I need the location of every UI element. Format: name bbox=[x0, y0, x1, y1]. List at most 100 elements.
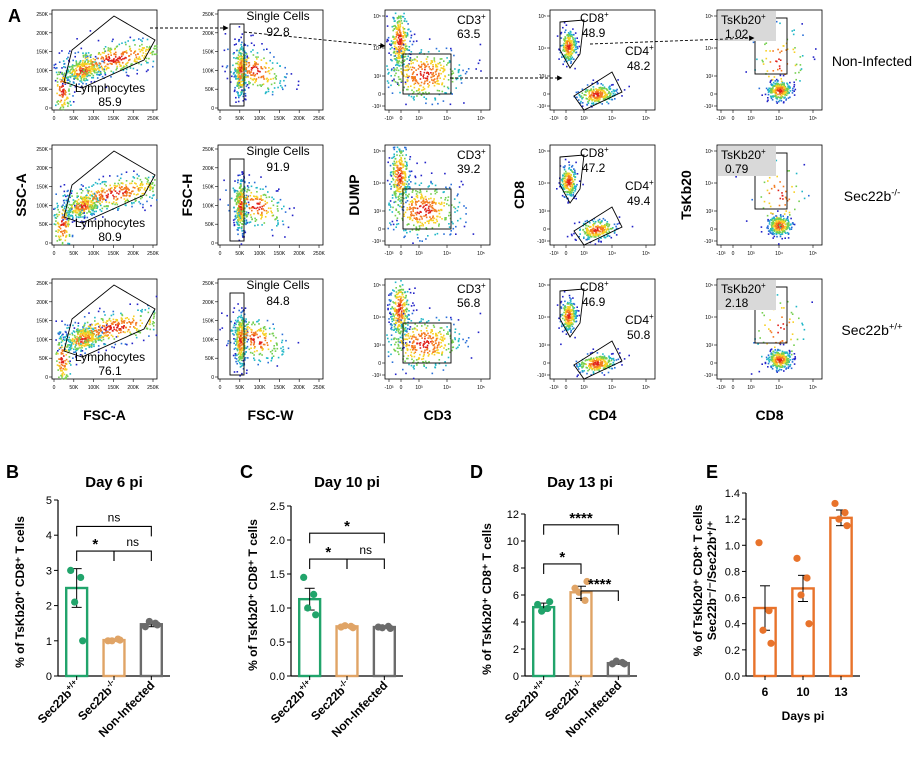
flow-dot bbox=[83, 217, 86, 220]
flow-dot bbox=[84, 198, 86, 200]
flow-dot bbox=[86, 69, 88, 71]
flow-dot bbox=[562, 26, 564, 29]
flow-dot bbox=[407, 86, 410, 88]
flow-dot bbox=[248, 189, 251, 192]
flow-dot bbox=[408, 75, 410, 78]
flow-dot bbox=[581, 105, 584, 107]
flow-dot bbox=[460, 180, 463, 183]
cd8-value: 48.9 bbox=[582, 26, 606, 40]
flow-dot bbox=[403, 213, 405, 215]
flow-dot bbox=[123, 194, 126, 197]
flow-dot bbox=[588, 99, 591, 102]
flow-dot bbox=[408, 208, 411, 211]
flow-dot bbox=[567, 50, 570, 53]
flow-dot bbox=[63, 207, 66, 210]
flow-dot bbox=[572, 28, 574, 30]
flow-dot bbox=[761, 59, 764, 62]
flow-dot bbox=[390, 69, 393, 72]
flow-dot bbox=[408, 223, 410, 225]
flow-dot bbox=[72, 59, 74, 62]
flow-dot bbox=[448, 223, 450, 225]
flow-dot bbox=[288, 207, 291, 210]
flow-dot bbox=[390, 223, 392, 226]
row-label-0: Non-Infected bbox=[832, 53, 912, 69]
flow-dot bbox=[101, 207, 104, 210]
flow-dot bbox=[407, 187, 410, 190]
flow-dot bbox=[235, 43, 237, 45]
flow-dot bbox=[285, 76, 287, 79]
flow-dot bbox=[768, 75, 770, 78]
flow-dot bbox=[68, 79, 70, 81]
flow-dot bbox=[79, 63, 82, 66]
cd8-gate bbox=[559, 19, 585, 69]
flow-dot bbox=[573, 33, 575, 36]
flow-dot bbox=[777, 84, 780, 86]
flow-dot bbox=[565, 170, 567, 173]
flow-dot bbox=[397, 76, 400, 78]
flow-dot bbox=[566, 184, 569, 187]
flow-dot bbox=[256, 210, 259, 212]
flow-dot bbox=[83, 69, 86, 72]
flow-dot bbox=[571, 234, 573, 237]
flow-dot bbox=[75, 214, 77, 216]
flow-dot bbox=[237, 71, 239, 73]
flow-dot bbox=[232, 64, 234, 67]
flow-dot bbox=[238, 76, 240, 78]
flow-dot bbox=[103, 48, 105, 50]
flow-dot bbox=[114, 56, 117, 58]
flow-dot bbox=[781, 92, 783, 94]
flow-dot bbox=[403, 187, 405, 189]
flow-dot bbox=[426, 209, 428, 212]
flow-dot bbox=[95, 191, 98, 193]
x-tick-label: 10³ bbox=[580, 251, 588, 257]
flow-dot bbox=[392, 177, 394, 180]
flow-dot bbox=[406, 64, 409, 67]
flow-dot bbox=[399, 21, 401, 23]
y-tick-label: 10⁵ bbox=[373, 149, 381, 155]
flow-dot bbox=[64, 89, 66, 92]
flow-dot bbox=[126, 74, 128, 77]
flow-dot bbox=[143, 188, 146, 191]
flow-dot bbox=[82, 199, 84, 201]
flow-dot bbox=[416, 233, 419, 236]
flow-dot bbox=[234, 215, 237, 218]
flow-dot bbox=[243, 180, 246, 183]
flow-dot bbox=[454, 211, 456, 213]
x-tick-label: 10⁵ bbox=[809, 116, 817, 122]
flow-dot bbox=[569, 33, 571, 35]
flow-dot bbox=[64, 103, 66, 106]
flow-dot bbox=[238, 72, 240, 74]
flow-dot bbox=[248, 203, 250, 206]
flow-dot bbox=[397, 41, 399, 43]
flow-dot bbox=[425, 216, 428, 219]
flow-dot bbox=[773, 95, 776, 98]
flow-dot bbox=[235, 49, 238, 52]
single-cells-gate bbox=[229, 23, 245, 107]
flow-dot bbox=[444, 75, 446, 77]
flow-dot bbox=[249, 207, 251, 210]
flow-dot bbox=[393, 69, 395, 72]
flow-dot bbox=[151, 51, 153, 54]
flow-dot bbox=[244, 92, 247, 95]
flow-dot bbox=[69, 69, 72, 71]
flow-dot bbox=[770, 83, 772, 85]
flow-dot bbox=[63, 101, 66, 104]
flow-dot bbox=[79, 80, 81, 82]
flow-dot bbox=[446, 64, 448, 66]
flow-dot bbox=[566, 42, 568, 44]
flow-dot bbox=[141, 196, 143, 199]
flow-dot bbox=[113, 197, 115, 200]
flow-dot bbox=[241, 223, 243, 225]
flow-dot bbox=[235, 101, 237, 103]
flow-dot bbox=[57, 208, 59, 211]
flow-dot bbox=[261, 205, 263, 208]
flow-dot bbox=[233, 221, 235, 224]
flow-dot bbox=[238, 50, 240, 52]
flow-dot bbox=[399, 178, 402, 180]
flow-dot bbox=[58, 236, 61, 239]
flow-dot bbox=[265, 91, 267, 94]
flow-dot bbox=[239, 66, 241, 68]
flow-dot bbox=[409, 216, 411, 219]
flow-dot bbox=[261, 214, 263, 217]
flow-dot bbox=[98, 191, 100, 193]
